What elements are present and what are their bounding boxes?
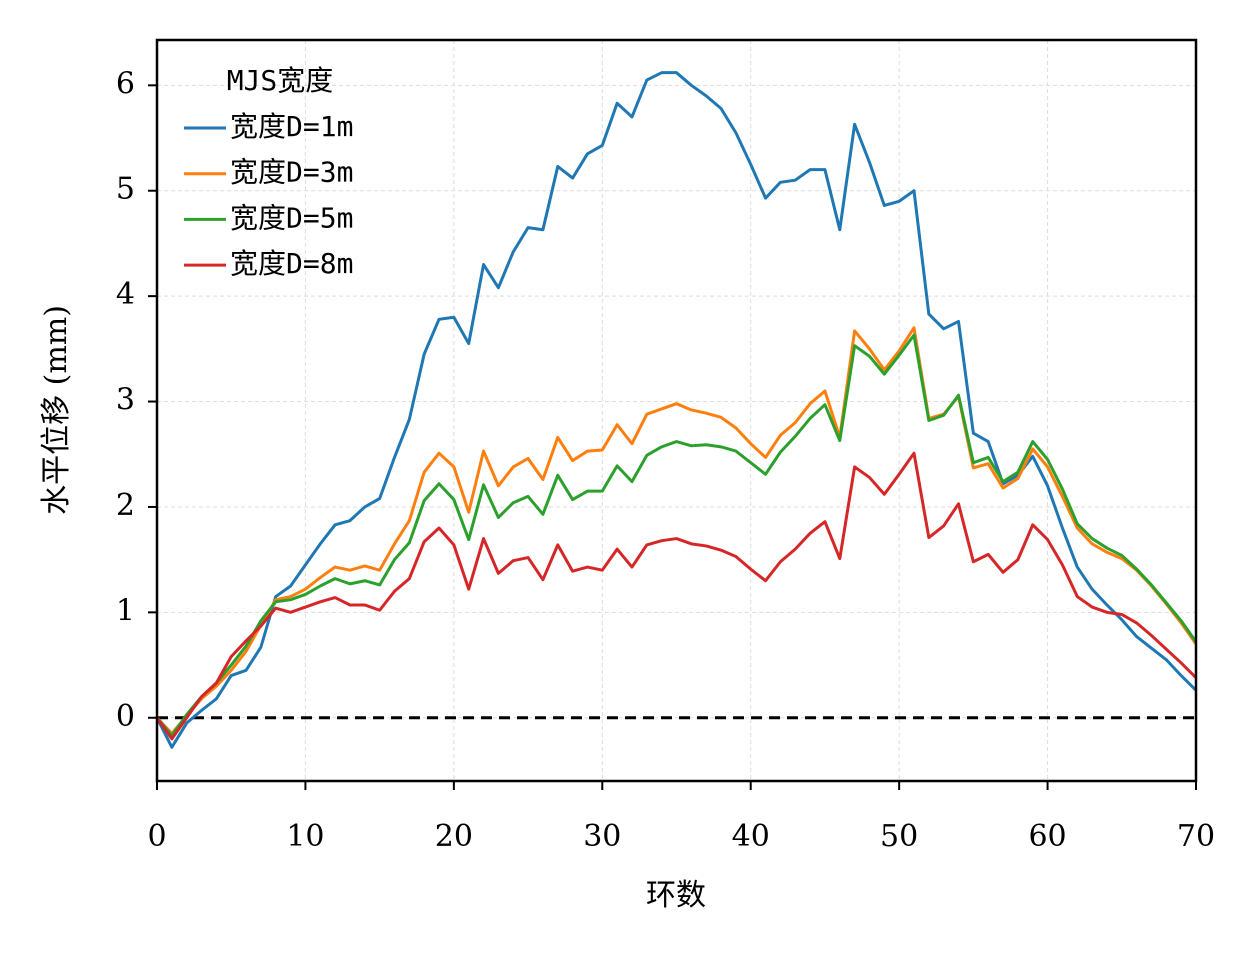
- series-line: [155, 451, 1198, 741]
- x-tick-label: 50: [880, 819, 918, 854]
- x-axis-label: 环数: [646, 878, 706, 913]
- y-tick-label: 1: [116, 593, 135, 628]
- y-tick-label: 5: [116, 172, 135, 207]
- y-tick-label: 4: [116, 277, 135, 312]
- legend-label: 宽度D=8m: [230, 247, 353, 280]
- legend-label: 宽度D=5m: [230, 201, 353, 234]
- series-line: [155, 333, 1198, 738]
- legend-title: MJS宽度: [227, 64, 334, 97]
- x-tick-label: 20: [435, 819, 473, 854]
- legend-label: 宽度D=3m: [230, 156, 353, 189]
- y-axis-label: 水平位移 (mm): [39, 305, 74, 515]
- x-tick-label: 30: [583, 819, 621, 854]
- x-tick-label: 60: [1028, 819, 1066, 854]
- y-tick-label: 0: [116, 699, 135, 734]
- y-tick-label: 3: [116, 383, 135, 418]
- y-tick-label: 6: [116, 66, 135, 101]
- x-tick-label: 40: [732, 819, 770, 854]
- x-tick-label: 0: [147, 819, 166, 854]
- y-tick-label: 2: [116, 488, 135, 523]
- x-tick-label: 10: [286, 819, 324, 854]
- x-tick-label: 70: [1177, 819, 1215, 854]
- series-line: [155, 326, 1198, 736]
- legend-label: 宽度D=1m: [230, 110, 353, 143]
- plot-frame: [155, 38, 1198, 783]
